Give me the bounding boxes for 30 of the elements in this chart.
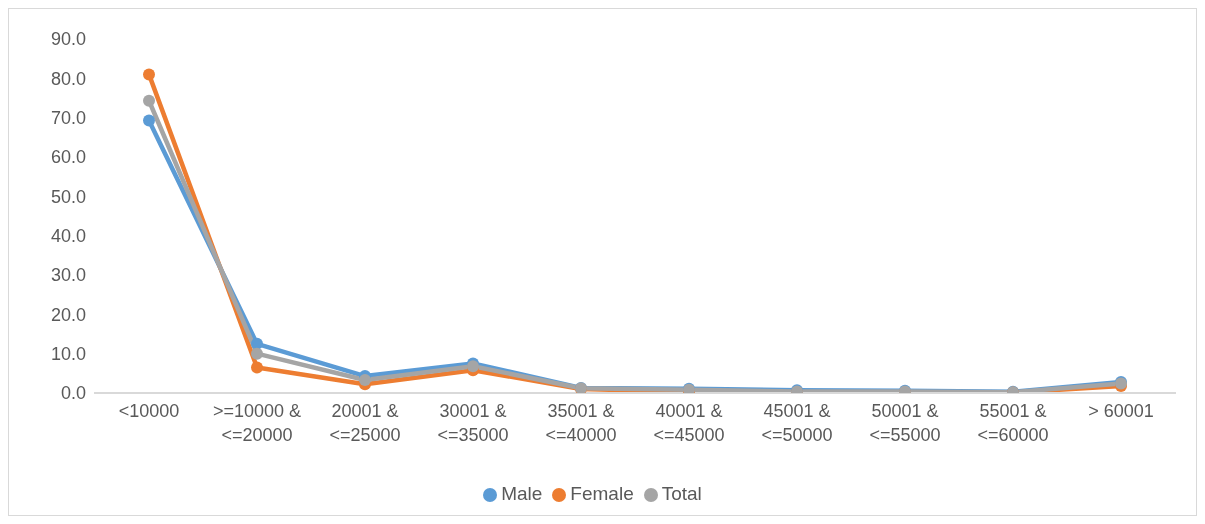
y-tick-label: 50.0 — [50, 186, 86, 207]
legend-label: Female — [570, 483, 634, 504]
x-tick-label: 55001 & <=60000 — [977, 401, 1049, 445]
x-tick-label: 30001 & <=35000 — [437, 401, 509, 445]
legend-label: Male — [501, 483, 543, 504]
x-tick-label: 35001 & <=40000 — [545, 401, 617, 445]
x-tick-label: >=10000 & <=20000 — [212, 401, 302, 445]
y-tick-label: 20.0 — [50, 304, 86, 325]
point — [143, 68, 155, 81]
x-tick-label: 40001 & <=45000 — [653, 401, 725, 445]
point — [143, 114, 155, 127]
y-tick-label: 70.0 — [50, 108, 86, 129]
point — [251, 337, 263, 350]
legend-label: Total — [661, 483, 702, 504]
point — [251, 347, 263, 360]
y-tick-label: 80.0 — [50, 68, 86, 89]
y-tick-label: 0.0 — [60, 383, 86, 404]
x-tick-label: > 60001 — [1088, 401, 1154, 421]
y-tick-label: 90.0 — [50, 29, 86, 50]
x-tick-label: 45001 & <=50000 — [761, 401, 833, 445]
point — [251, 361, 263, 374]
point — [359, 374, 371, 387]
x-tick-label: 20001 & <=25000 — [329, 401, 401, 445]
x-tick-label: <10000 — [118, 401, 180, 421]
y-tick-label: 60.0 — [50, 147, 86, 168]
y-tick-label: 30.0 — [50, 265, 86, 286]
y-tick-label: 40.0 — [50, 226, 86, 247]
point — [143, 94, 155, 107]
y-tick-label: 10.0 — [50, 344, 86, 365]
x-tick-label: 50001 & <=55000 — [869, 401, 941, 445]
